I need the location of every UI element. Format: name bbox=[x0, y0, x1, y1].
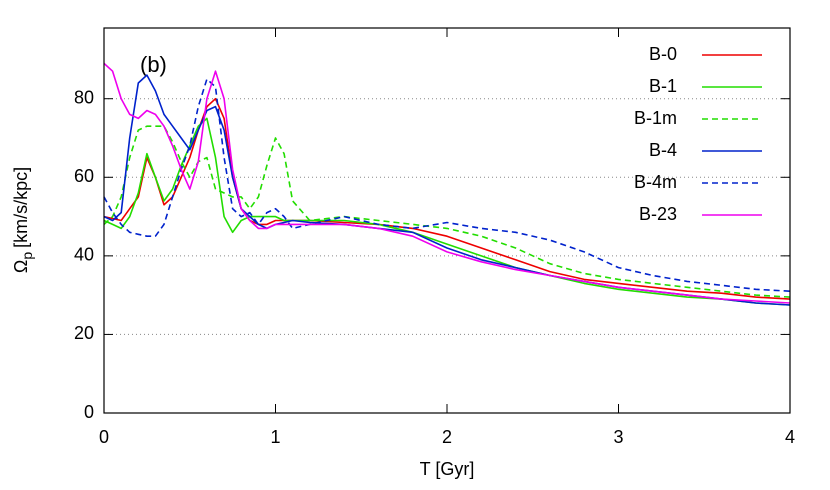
series-line bbox=[103, 97, 791, 300]
series-line bbox=[103, 117, 791, 306]
x-tick-label: 0 bbox=[99, 427, 109, 447]
y-tick-label: 0 bbox=[84, 402, 94, 422]
y-label-unit: [km/s/kpc] bbox=[11, 167, 31, 248]
legend-label: B-4 bbox=[649, 140, 677, 160]
y-label-subscript: p bbox=[19, 252, 35, 260]
series-line bbox=[103, 78, 791, 292]
legend-label: B-4m bbox=[634, 172, 677, 192]
legend-label: B-1 bbox=[649, 76, 677, 96]
series-line bbox=[103, 74, 791, 306]
legend-label: B-23 bbox=[639, 204, 677, 224]
y-tick-label: 20 bbox=[74, 323, 94, 343]
x-tick-label: 4 bbox=[785, 427, 795, 447]
y-tick-label: 40 bbox=[74, 245, 94, 265]
y-label-symbol: Ω bbox=[11, 260, 31, 273]
series-line bbox=[103, 62, 791, 304]
x-tick-label: 2 bbox=[442, 427, 452, 447]
plot-frame bbox=[103, 27, 791, 414]
y-tick-label: 60 bbox=[74, 166, 94, 186]
series-line bbox=[103, 125, 791, 298]
legend-label: B-1m bbox=[634, 108, 677, 128]
x-tick-label: 1 bbox=[270, 427, 280, 447]
annotation: (b) bbox=[140, 52, 167, 77]
y-axis-label: Ωp [km/s/kpc] bbox=[11, 167, 35, 273]
x-tick-label: 3 bbox=[613, 427, 623, 447]
y-tick-label: 80 bbox=[74, 87, 94, 107]
x-axis-label: T [Gyr] bbox=[420, 459, 475, 479]
legend-label: B-0 bbox=[649, 44, 677, 64]
